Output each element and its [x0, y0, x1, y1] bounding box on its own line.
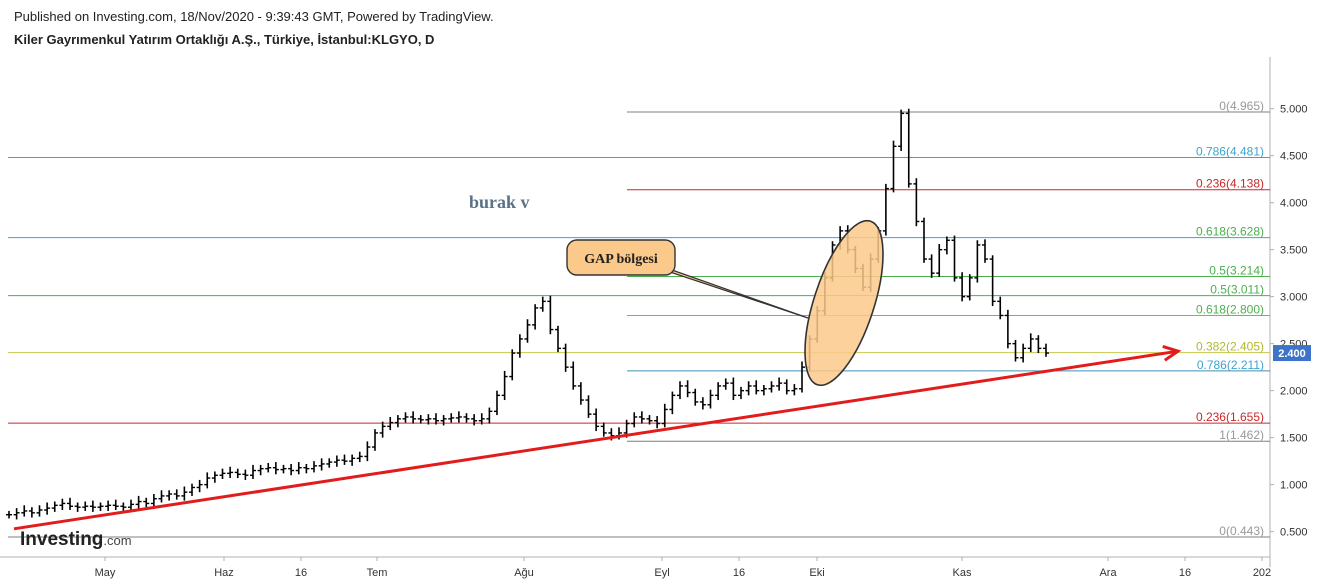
time-tick-label: Ara: [1099, 567, 1117, 579]
price-tick-label: 3.000: [1280, 292, 1308, 304]
time-tick-label: Tem: [367, 567, 388, 579]
time-tick-label: Haz: [214, 567, 234, 579]
fib-level-label: 0.382(2.405): [1196, 340, 1264, 354]
investing-logo: Investing.com: [20, 529, 132, 550]
price-badge: [1273, 345, 1311, 362]
logo-wordmark: Investing: [20, 529, 103, 550]
fib-level-label: 0(4.965): [1219, 99, 1264, 113]
fib-level-label: 1(1.462): [1219, 428, 1264, 442]
chart-title: Kiler Gayrımenkul Yatırım Ortaklığı A.Ş.…: [14, 32, 435, 47]
price-badge-label: 2.400: [1278, 348, 1306, 360]
callout-text: GAP bölgesi: [584, 252, 658, 267]
time-tick-label: 16: [295, 567, 307, 579]
price-tick-label: 0.500: [1280, 527, 1308, 539]
logo-suffix: .com: [103, 533, 131, 548]
price-tick-label: 3.500: [1280, 245, 1308, 257]
callout-box: [566, 239, 676, 276]
fib-level-label: 0.5(3.011): [1210, 283, 1264, 297]
author-text: burak v: [469, 192, 530, 212]
time-tick-label: 16: [733, 567, 745, 579]
price-tick-label: 5.000: [1280, 104, 1308, 116]
fib-level-label: 0.618(2.800): [1196, 302, 1264, 316]
published-line: Published on Investing.com, 18/Nov/2020 …: [14, 9, 494, 24]
price-tick-label: 1.000: [1280, 480, 1308, 492]
time-tick-label: 16: [1179, 567, 1191, 579]
time-tick-label: May: [95, 567, 116, 579]
trendline: [13, 349, 1179, 531]
fib-level-label: 0(0.443): [1219, 524, 1264, 538]
fib-level-label: 0.5(3.214): [1209, 264, 1264, 278]
price-tick-label: 1.500: [1280, 433, 1308, 445]
fib-level-label: 0.236(4.138): [1196, 177, 1264, 191]
price-tick-label: 2.000: [1280, 386, 1308, 398]
fib-level-label: 0.236(1.655): [1196, 410, 1264, 424]
time-tick-label: Eki: [809, 567, 824, 579]
time-tick-label: Eyl: [654, 567, 669, 579]
time-tick-label: Ağu: [514, 567, 534, 579]
fib-level-label: 0.618(3.628): [1196, 225, 1264, 239]
time-tick-label: Kas: [953, 567, 972, 579]
price-tick-label: 4.000: [1280, 198, 1308, 210]
price-tick-label: 4.500: [1280, 151, 1308, 163]
gap-ellipse: [804, 219, 884, 387]
time-tick-label: 202: [1253, 567, 1271, 579]
trendline-arrow-icon: [1162, 345, 1182, 362]
fib-level-label: 0.786(2.211): [1197, 358, 1264, 372]
fib-level-label: 0.786(4.481): [1196, 144, 1264, 158]
